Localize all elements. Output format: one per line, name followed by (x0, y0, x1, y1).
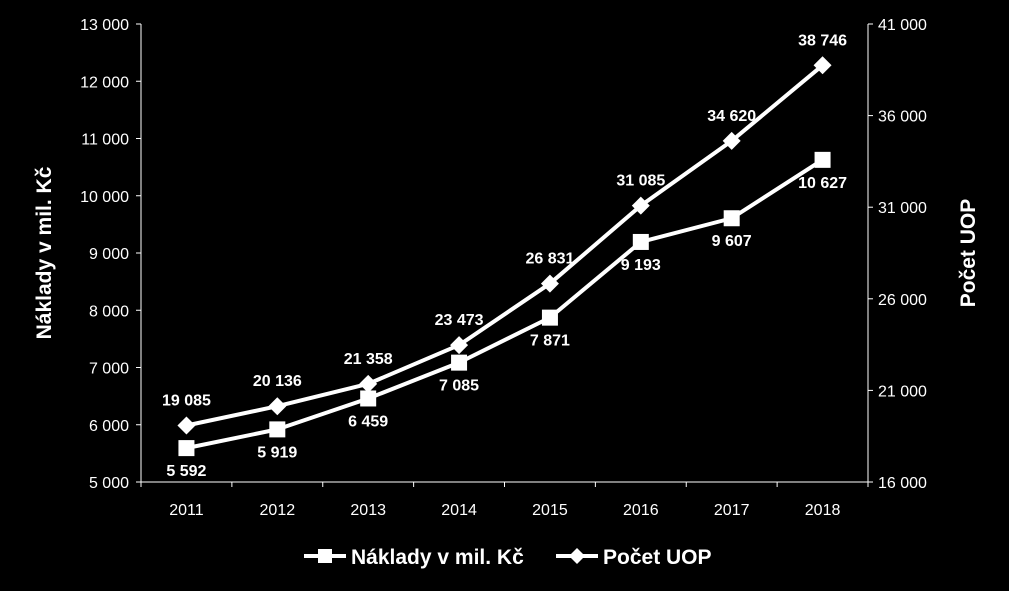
data-point-pocet (177, 416, 196, 435)
series-pocet: 19 085 20 136 21 358 23 473 26 831 31 085 34 6… (162, 32, 847, 435)
data-point-naklady (814, 151, 831, 168)
series-layer: 5 592 5 919 6 459 7 085 7 871 9 193 9 607 10 62… (162, 32, 847, 480)
data-point-naklady (723, 210, 740, 227)
left-tick-label: 5 000 (89, 475, 129, 492)
right-axis-title: Počet UOP (957, 199, 980, 308)
data-label-pocet: 26 831 (525, 251, 574, 268)
data-point-pocet (813, 56, 832, 75)
data-label-pocet: 31 085 (616, 173, 665, 190)
right-tick-label: 21 000 (878, 383, 927, 400)
data-label-pocet: 34 620 (707, 108, 756, 125)
data-point-naklady (269, 421, 286, 438)
data-label-naklady: 7 085 (439, 378, 479, 395)
data-point-pocet (359, 374, 378, 393)
data-label-naklady: 9 193 (621, 257, 661, 274)
series-line-naklady (186, 158, 824, 451)
data-point-pocet (722, 131, 741, 150)
data-label-pocet: 21 358 (344, 351, 393, 368)
data-point-naklady (632, 233, 649, 250)
right-tick-label: 26 000 (878, 292, 927, 309)
left-tick-label: 9 000 (89, 246, 129, 263)
data-label-naklady: 7 871 (530, 333, 570, 350)
data-label-naklady: 5 919 (257, 444, 297, 461)
legend-marker-pocet (569, 548, 585, 564)
left-tick-label: 7 000 (89, 361, 129, 378)
left-tick-label: 12 000 (80, 74, 129, 91)
x-tick-label: 2011 (169, 502, 204, 519)
data-label-pocet: 23 473 (435, 312, 484, 329)
data-label-naklady: 5 592 (166, 463, 206, 480)
x-tick-label: 2016 (623, 502, 659, 519)
data-point-naklady (541, 309, 558, 326)
left-axis-ticks: 5 000 6 000 7 000 8 000 9 000 10 000 11 000 12 … (80, 17, 141, 492)
left-tick-label: 13 000 (80, 17, 129, 34)
x-tick-label: 2017 (714, 502, 750, 519)
right-tick-label: 16 000 (878, 475, 927, 492)
data-point-pocet (450, 336, 469, 355)
left-tick-label: 11 000 (81, 132, 129, 149)
data-label-naklady: 6 459 (348, 413, 388, 430)
data-point-pocet (268, 397, 287, 416)
right-tick-label: 31 000 (878, 200, 927, 217)
left-tick-label: 10 000 (80, 189, 129, 206)
data-label-naklady: 9 607 (712, 233, 752, 250)
data-point-naklady (178, 440, 195, 457)
series-naklady: 5 592 5 919 6 459 7 085 7 871 9 193 9 607 10 62… (166, 151, 847, 480)
data-label-pocet: 38 746 (798, 32, 847, 49)
data-label-pocet: 19 085 (162, 392, 211, 409)
data-point-pocet (631, 196, 650, 215)
x-tick-label: 2014 (441, 502, 477, 519)
x-axis-ticks: 2011 2012 2013 2014 2015 2016 2017 2018 (140, 482, 869, 519)
series-line-pocet (186, 63, 824, 428)
x-tick-label: 2018 (805, 502, 841, 519)
data-label-pocet: 20 136 (253, 373, 302, 390)
data-point-naklady (451, 354, 468, 371)
left-axis-title: Náklady v mil. Kč (33, 166, 56, 339)
legend: Náklady v mil. Kč Počet UOP (304, 546, 712, 569)
data-point-naklady (360, 390, 377, 407)
right-axis-ticks: 16 000 21 000 26 000 31 000 36 000 41 000 (868, 17, 927, 492)
left-tick-label: 8 000 (89, 303, 129, 320)
legend-marker-naklady (318, 549, 332, 563)
right-tick-label: 41 000 (878, 17, 927, 34)
left-tick-label: 6 000 (89, 418, 129, 435)
x-tick-label: 2012 (260, 502, 296, 519)
data-label-naklady: 10 627 (798, 175, 847, 192)
right-tick-label: 36 000 (878, 109, 927, 126)
x-tick-label: 2013 (350, 502, 386, 519)
x-tick-label: 2015 (532, 502, 568, 519)
legend-label-pocet: Počet UOP (603, 546, 712, 569)
data-point-pocet (540, 274, 559, 293)
legend-label-naklady: Náklady v mil. Kč (351, 546, 524, 569)
